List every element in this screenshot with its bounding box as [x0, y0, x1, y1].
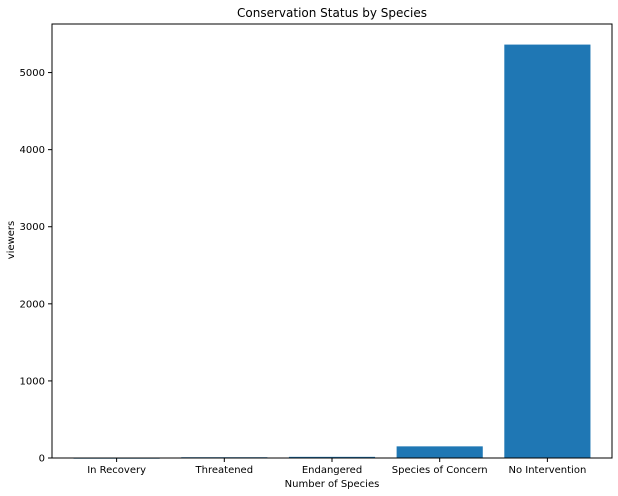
- x-axis-ticks: In Recovery Threatened Endangered Species o…: [87, 458, 586, 476]
- x-tick-label: In Recovery: [87, 465, 146, 476]
- x-tick-label: Endangered: [302, 465, 362, 476]
- y-tick-label: 4000: [20, 145, 45, 156]
- chart-title: Conservation Status by Species: [237, 6, 427, 20]
- y-tick-label: 0: [39, 454, 45, 465]
- bars-group: [73, 44, 591, 459]
- y-axis-label: viewers: [6, 221, 17, 260]
- bar-species-of-concern: [396, 446, 483, 458]
- y-tick-label: 3000: [20, 222, 45, 233]
- x-tick-label: Species of Concern: [392, 465, 488, 476]
- y-tick-label: 1000: [20, 376, 45, 387]
- bar-no-intervention: [504, 44, 591, 458]
- plot-frame: [51, 23, 613, 459]
- bar-endangered: [288, 456, 376, 458]
- y-axis-ticks: 0 1000 2000 3000 4000 5000: [20, 68, 52, 465]
- x-tick-label: No Intervention: [508, 465, 586, 476]
- y-tick-label: 5000: [20, 68, 45, 79]
- x-axis-label: Number of Species: [285, 479, 380, 490]
- x-tick-label: Threatened: [195, 465, 254, 476]
- y-tick-label: 2000: [20, 299, 45, 310]
